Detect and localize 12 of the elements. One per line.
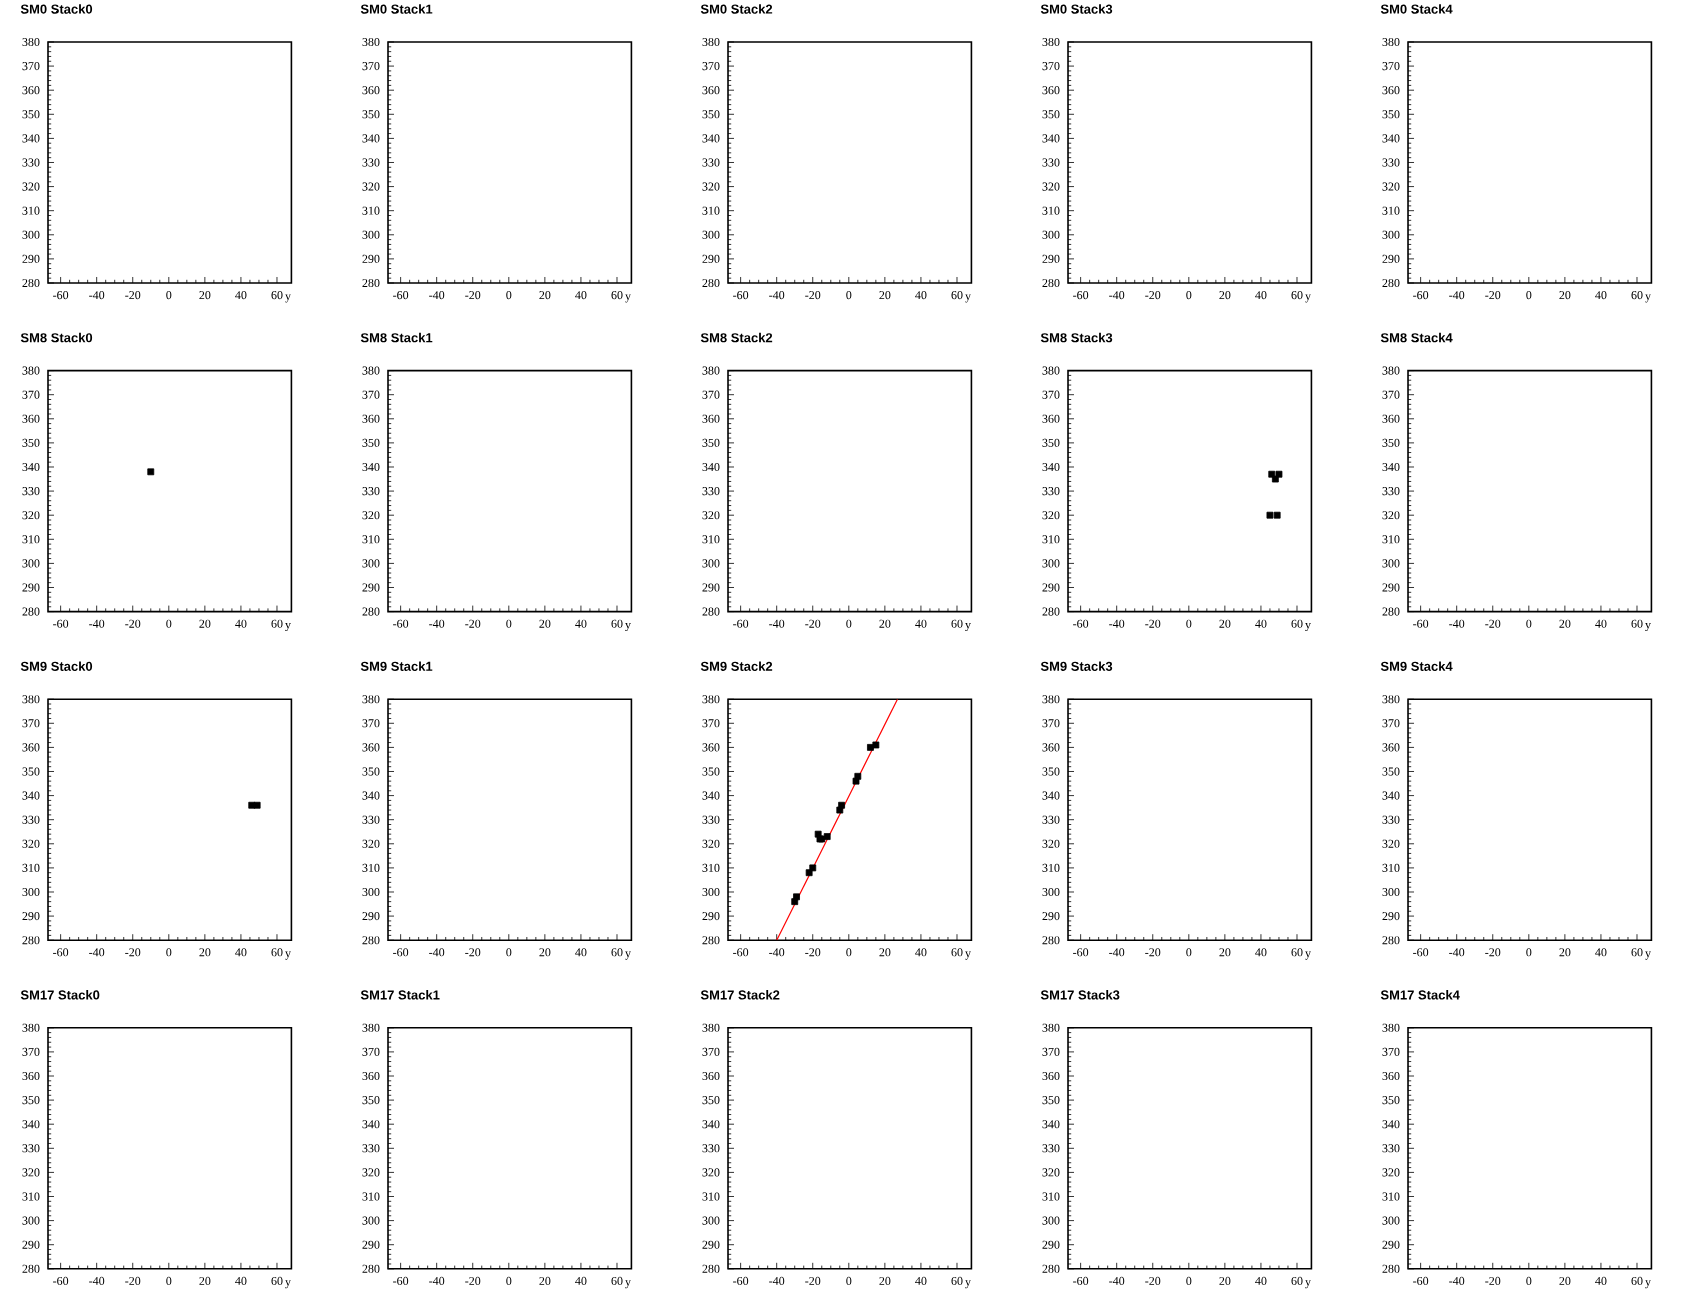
point	[838, 801, 845, 809]
point	[854, 772, 862, 780]
point	[872, 741, 880, 749]
point	[852, 777, 860, 785]
point	[793, 893, 800, 901]
point	[1266, 511, 1274, 519]
point	[805, 869, 813, 877]
point	[1273, 511, 1281, 519]
point	[809, 864, 817, 872]
point	[1271, 475, 1279, 483]
point	[1275, 470, 1283, 478]
point	[823, 833, 831, 840]
